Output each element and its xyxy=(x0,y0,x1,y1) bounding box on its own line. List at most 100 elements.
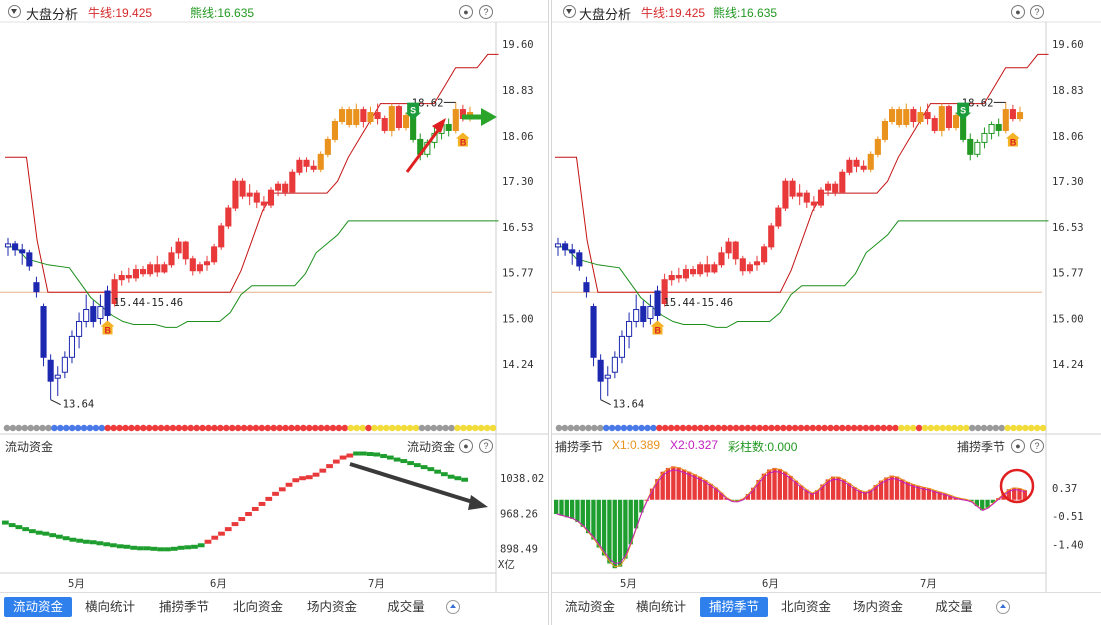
tab-onsite-funds[interactable]: 场内资金 xyxy=(306,600,357,614)
candle-body xyxy=(967,138,974,155)
red-trend-arrow xyxy=(405,124,444,173)
trend-strip-dot xyxy=(673,424,681,432)
trend-strip-dot xyxy=(939,424,946,432)
tab-volume[interactable]: 成交量 xyxy=(935,600,973,614)
trend-strip-dot xyxy=(614,424,622,432)
trend-strip-dot xyxy=(98,424,106,432)
sub-chart-label-right: 捕捞季节 xyxy=(957,440,1006,454)
candle-body xyxy=(47,359,54,382)
tab-fishing-season[interactable]: 捕捞季节 xyxy=(158,600,209,614)
histogram-bar xyxy=(665,467,671,500)
trend-strip-dot xyxy=(477,424,485,432)
trend-strip-dot xyxy=(909,424,917,432)
expand-up-icon[interactable] xyxy=(996,600,1010,614)
trend-strip-dot xyxy=(844,424,852,432)
settings-icon[interactable]: ● xyxy=(459,439,473,453)
settings-icon[interactable]: ● xyxy=(1011,439,1025,453)
trend-strip-dot xyxy=(715,424,722,432)
time-tick-label: 5月 xyxy=(68,578,85,590)
help-icon[interactable]: ? xyxy=(1030,439,1044,453)
histogram-bar xyxy=(591,499,596,540)
indicator-tabs: 流动资金 横向统计 捕捞季节 北向资金 场内资金 成交量 xyxy=(0,592,548,623)
candle-body xyxy=(633,309,640,322)
trend-strip-dot xyxy=(774,424,781,432)
price-tick-label: 17.30 xyxy=(1052,176,1084,188)
candle-body xyxy=(346,109,353,125)
flow-step-segment xyxy=(103,542,111,547)
trend-strip-dot xyxy=(968,424,976,432)
trend-strip-dot xyxy=(228,424,236,432)
candle-body xyxy=(803,192,810,203)
flow-step-segment xyxy=(265,496,273,501)
candle-body xyxy=(682,269,689,279)
signal-arrow-icon xyxy=(455,132,470,147)
candle-body xyxy=(26,252,33,267)
tab-volume[interactable]: 成交量 xyxy=(387,600,425,614)
band-price-label: 15.44-15.46 xyxy=(114,297,184,309)
tab-northbound[interactable]: 北向资金 xyxy=(780,600,831,614)
chart-title: 大盘分析 xyxy=(579,7,632,22)
flow-step-segment xyxy=(454,476,462,481)
chevron-down-icon[interactable] xyxy=(563,5,576,18)
candle-body xyxy=(211,246,218,263)
help-icon[interactable]: ? xyxy=(1030,5,1044,19)
candle-body xyxy=(839,171,846,193)
tab-liquidity[interactable]: 流动资金 xyxy=(4,597,72,617)
candle-body xyxy=(604,374,611,379)
settings-icon[interactable]: ● xyxy=(1011,5,1025,19)
tab-northbound[interactable]: 北向资金 xyxy=(232,600,283,614)
histogram-bar xyxy=(846,483,852,500)
settings-icon[interactable]: ● xyxy=(459,5,473,19)
bull-line-value: 牛线:19.425 xyxy=(641,6,706,20)
sub-chart-header: 捕捞季节 X1:0.389 X2:0.327 彩柱数:0.000 捕捞季节 ● … xyxy=(552,436,1101,456)
candle-body xyxy=(147,264,154,275)
candle-body xyxy=(860,165,867,170)
tab-horizontal-stats[interactable]: 横向统计 xyxy=(84,600,135,614)
trend-strip-dot xyxy=(460,424,467,432)
trend-strip-dot xyxy=(323,424,331,432)
trend-strip-dot xyxy=(862,424,870,432)
expand-up-icon[interactable] xyxy=(446,600,460,614)
candle-body xyxy=(289,171,296,193)
price-tick-label: 16.53 xyxy=(502,222,534,234)
candle-body xyxy=(388,106,395,131)
histogram-bar xyxy=(761,473,767,500)
trend-strip-dot xyxy=(442,424,449,432)
tab-liquidity[interactable]: 流动资金 xyxy=(564,600,615,614)
candle-body xyxy=(175,241,182,254)
candle-body xyxy=(182,241,189,260)
histogram-bar xyxy=(612,499,617,569)
help-icon[interactable]: ? xyxy=(479,439,493,453)
trend-strip-dot xyxy=(850,424,858,432)
trend-strip-dot xyxy=(92,424,100,432)
trend-strip-dot xyxy=(74,424,82,432)
histogram-bar xyxy=(671,466,676,500)
histogram-bar xyxy=(575,499,580,523)
candle-body xyxy=(61,356,68,373)
signal-label: B xyxy=(460,137,467,147)
bear-line-value: 熊线:16.635 xyxy=(190,6,255,20)
x1-value: X1:0.389 xyxy=(612,438,661,452)
trend-strip-dot xyxy=(809,424,817,432)
flow-step-segment xyxy=(8,523,16,528)
trend-strip-dot xyxy=(288,424,295,432)
gray-arrow-head xyxy=(468,495,488,510)
trend-strip-dot xyxy=(9,424,17,432)
flow-step-segment xyxy=(15,525,23,530)
tab-horizontal-stats[interactable]: 横向统计 xyxy=(635,600,686,614)
trend-strip-dot xyxy=(418,424,426,432)
bull-line-value: 牛线:19.425 xyxy=(88,6,153,20)
histogram-bar xyxy=(926,488,932,500)
histogram-bar xyxy=(825,479,830,500)
help-icon[interactable]: ? xyxy=(479,5,493,19)
high-price-label: 18.62 xyxy=(962,97,994,109)
histogram-bar xyxy=(649,488,655,500)
trend-strip-dot xyxy=(650,424,657,432)
histogram-bar xyxy=(681,469,687,500)
trend-strip-dot xyxy=(193,424,200,432)
tab-onsite-funds[interactable]: 场内资金 xyxy=(852,600,903,614)
candle-body xyxy=(981,132,988,143)
tab-fishing-season[interactable]: 捕捞季节 xyxy=(700,597,768,617)
chevron-down-icon[interactable] xyxy=(8,5,21,18)
trend-strip-dot xyxy=(697,424,704,432)
